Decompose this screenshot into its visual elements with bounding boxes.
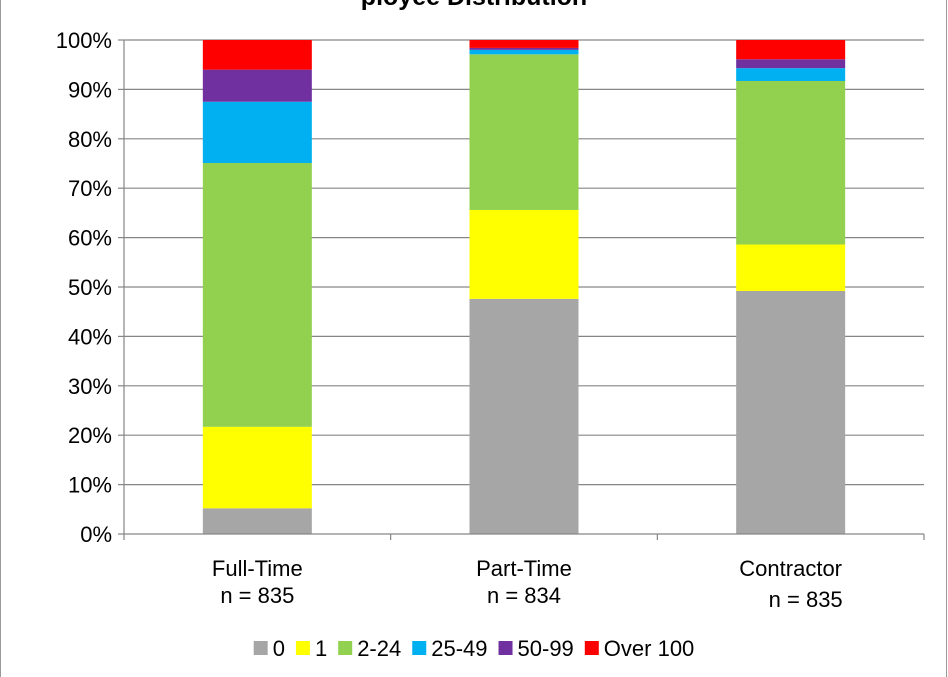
y-tick-label: 70% [68, 176, 112, 201]
y-tick-label: 100% [56, 28, 112, 53]
legend-swatch [295, 641, 310, 655]
bar-segment [202, 40, 312, 70]
x-category-label: Full-Time [212, 556, 303, 581]
y-axis-tick-labels: 0% 10% 20% 30% 40% 50% 60% 70% 80% 90% 100% [56, 28, 112, 547]
chart-title: ployee Distribution [361, 0, 587, 11]
x-category-sample-size: n = 835 [220, 583, 294, 608]
legend-swatch [498, 641, 513, 655]
bar-segment [469, 47, 579, 50]
x-category-label: Part-Time [476, 556, 572, 581]
axes [118, 39, 925, 540]
y-tick-label: 60% [68, 226, 112, 251]
legend-label: Over 100 [604, 636, 695, 661]
bar-segment [469, 54, 579, 210]
bar-segment [736, 81, 846, 245]
bar-segment [202, 101, 312, 164]
bar-segment [469, 40, 579, 48]
bar-segment [202, 163, 312, 427]
y-tick-label: 90% [68, 77, 112, 102]
y-tick-label: 80% [68, 127, 112, 152]
bar-segment [736, 40, 846, 60]
bar-stacks [202, 40, 846, 534]
bar-segment [469, 298, 579, 534]
bar-segment [202, 508, 312, 534]
bar-segment [736, 290, 846, 534]
legend-label: 25-49 [431, 636, 487, 661]
bar-segment [469, 209, 579, 299]
legend-label: 1 [315, 636, 327, 661]
bar-segment [736, 68, 846, 82]
legend-label: 50-99 [518, 636, 574, 661]
legend-swatch [338, 641, 353, 655]
y-tick-label: 50% [68, 275, 112, 300]
bar-segment [469, 49, 579, 55]
legend-swatch [412, 641, 427, 655]
x-category-sample-size: n = 834 [487, 583, 561, 608]
legend-swatch [584, 641, 599, 655]
y-tick-label: 20% [68, 423, 112, 448]
legend-label: 0 [273, 636, 285, 661]
y-tick-label: 30% [68, 374, 112, 399]
bar-segment [202, 426, 312, 509]
y-tick-label: 0% [80, 522, 112, 547]
bar-segment [736, 244, 846, 291]
legend-label: 2-24 [357, 636, 401, 661]
x-category-label: Contractor [739, 556, 842, 581]
legend-swatch [253, 641, 268, 655]
bar-segment [202, 69, 312, 102]
y-tick-label: 10% [68, 473, 112, 498]
bar-segment [736, 59, 846, 69]
legend: 0 1 2-24 25-49 50-99 Over 100 [253, 636, 695, 661]
y-tick-label: 40% [68, 324, 112, 349]
x-category-sample-size: n = 835 [769, 587, 843, 612]
